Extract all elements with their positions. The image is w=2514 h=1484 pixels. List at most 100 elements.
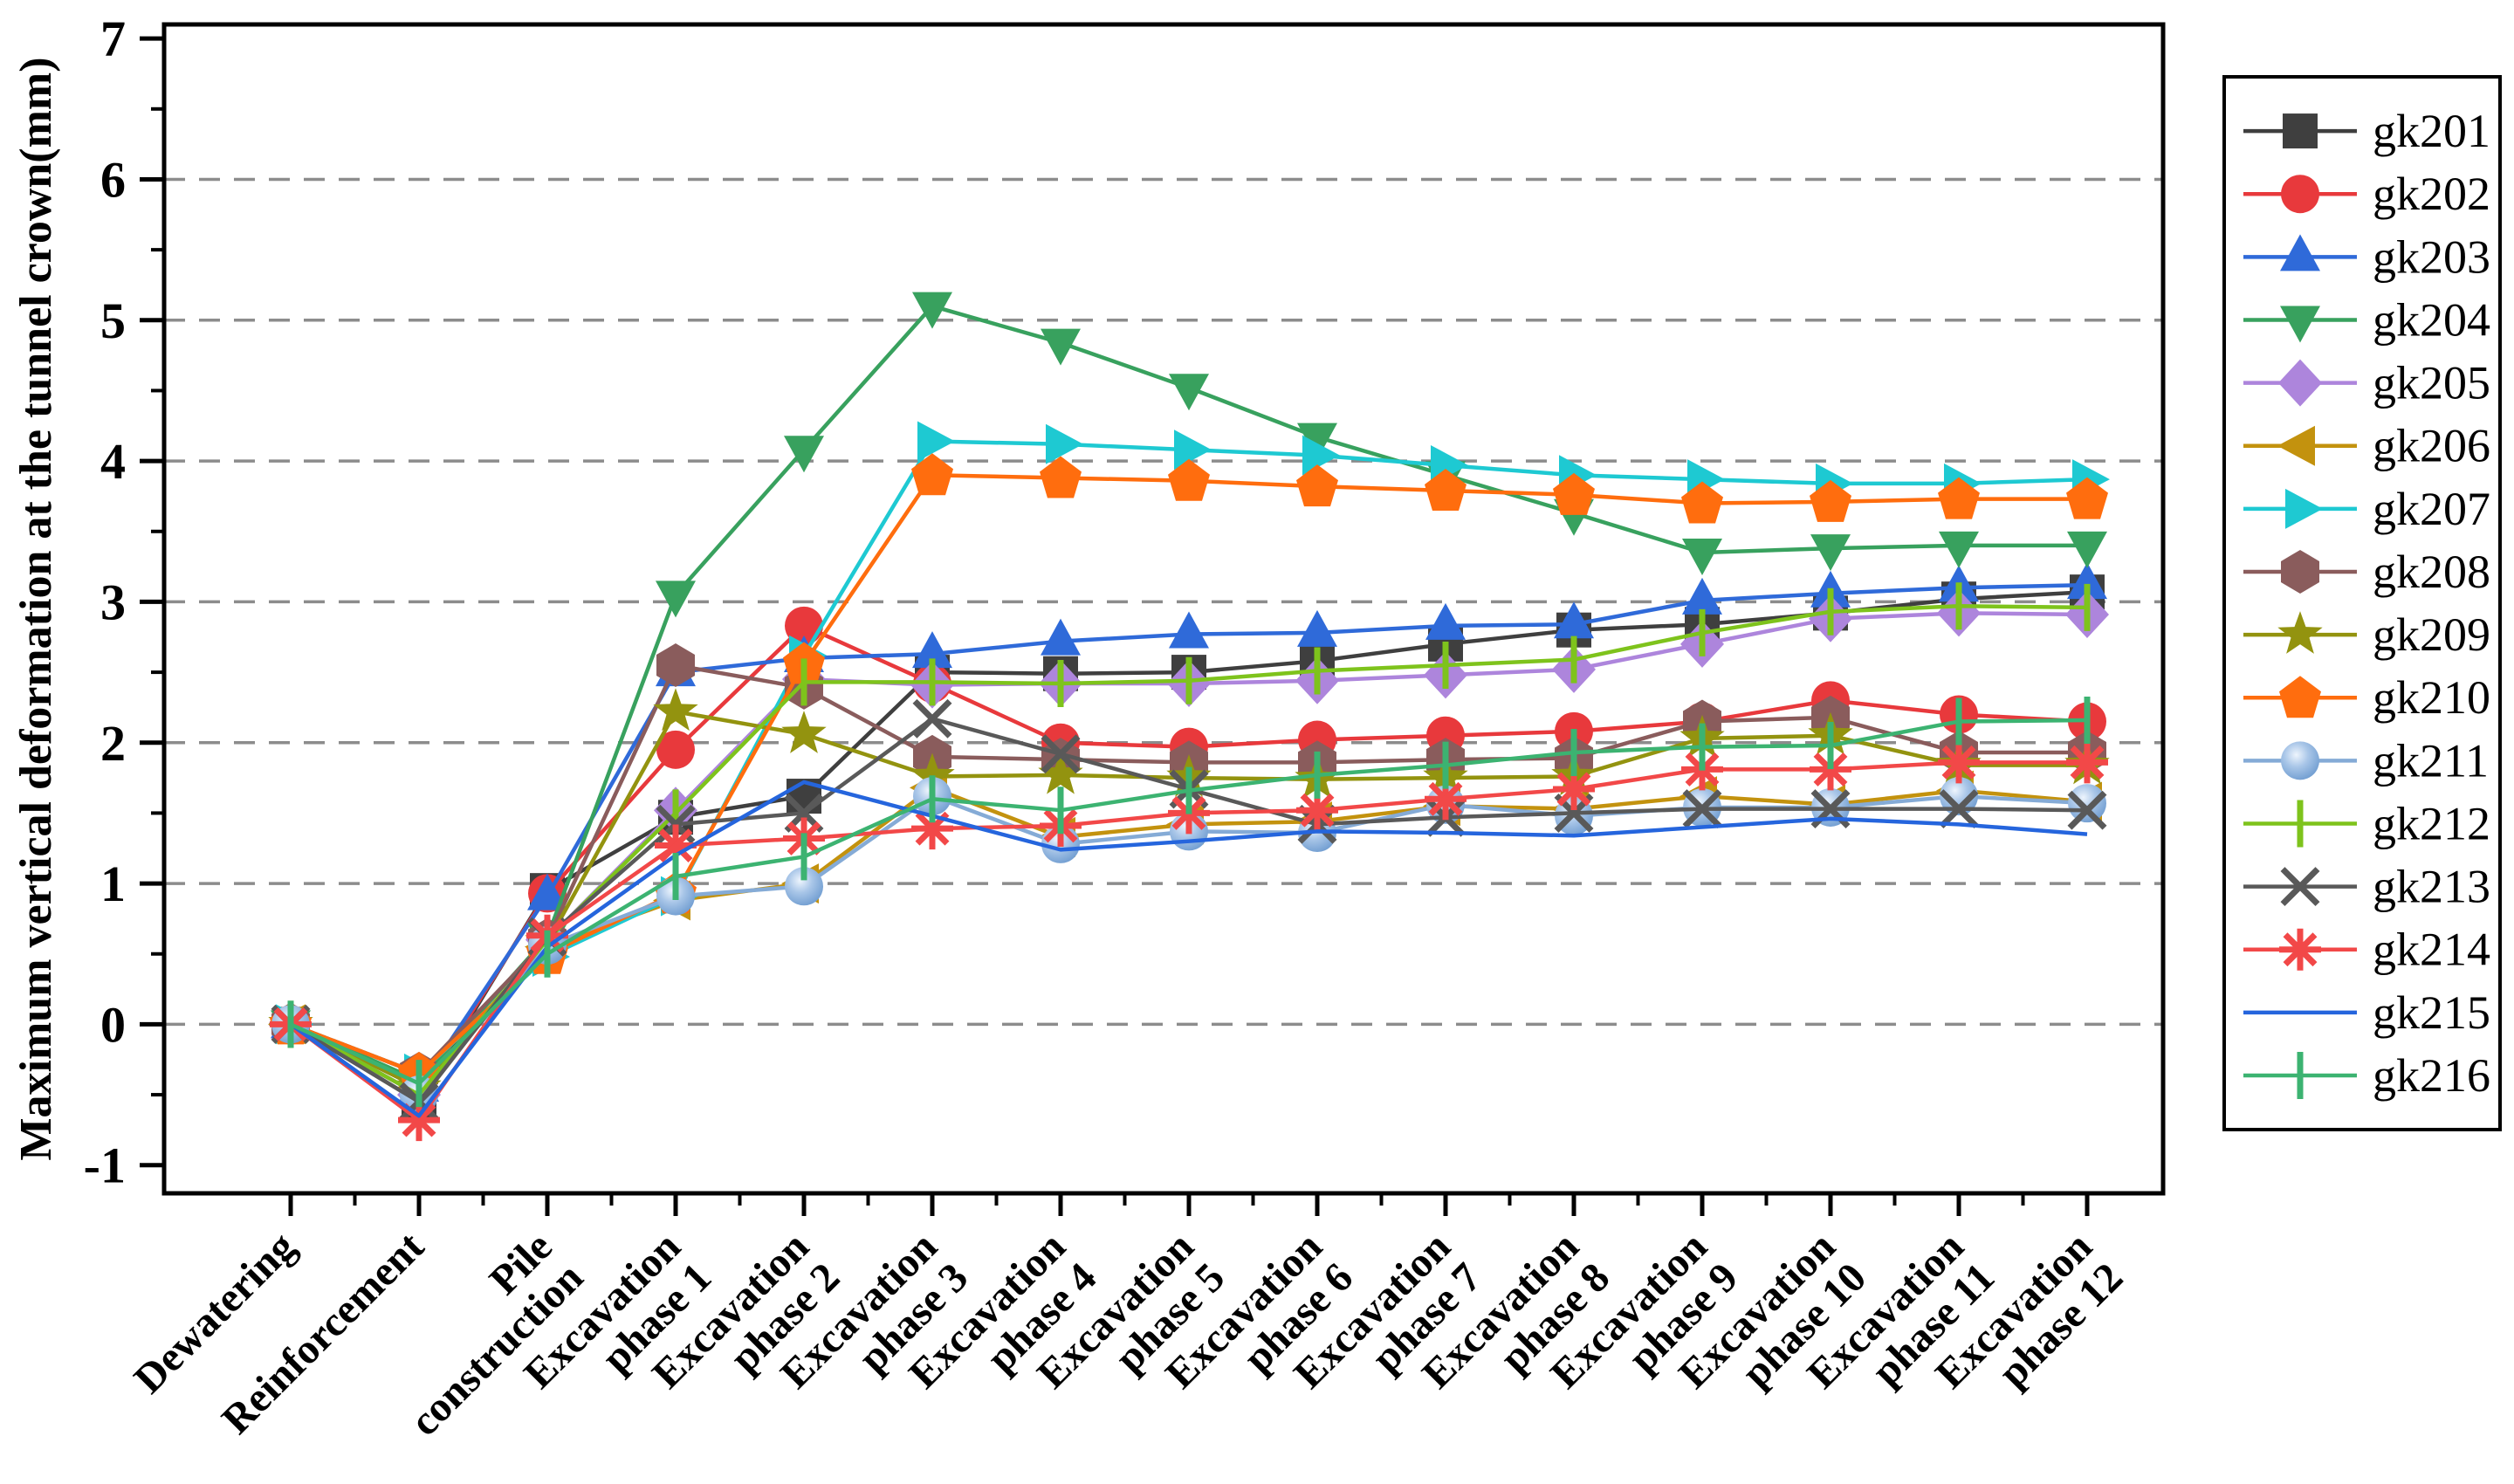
- series-gk203-marker-14: [2067, 562, 2107, 600]
- series-gk207-marker-6-shape: [1046, 423, 1083, 464]
- series-gk204-marker-13: [1939, 531, 1979, 568]
- legend-marker-gk203: [2280, 234, 2320, 271]
- legend-marker-gk213: [2280, 867, 2320, 907]
- series-gk203-marker-6: [1041, 618, 1081, 656]
- legend-marker-gk214-shape: [2283, 932, 2318, 967]
- series-gk210-marker-8: [1296, 464, 1338, 507]
- series-gk211-marker-14: [2068, 784, 2106, 823]
- legend-marker-gk204: [2280, 306, 2320, 343]
- legend-label-gk206: gk206: [2373, 420, 2490, 472]
- series-gk204-marker-8: [1297, 423, 1337, 460]
- series-gk204-marker-7-shape: [1169, 374, 1209, 411]
- series-gk214-marker-14: [2066, 741, 2108, 784]
- series-gk203-marker-10-shape: [1554, 601, 1594, 639]
- series-gk209-marker-5-shape: [910, 752, 955, 796]
- series-gk214-marker-9-shape: [1428, 781, 1463, 816]
- series-gk204-marker-8-shape: [1297, 423, 1337, 460]
- legend-marker-gk202: [2281, 175, 2319, 214]
- series-gk207-marker-7-shape: [1174, 429, 1212, 471]
- series-gk203-marker-14-shape: [2067, 562, 2107, 600]
- series-gk214-marker-13-shape: [1941, 745, 1976, 780]
- series-gk209-marker-6: [1038, 751, 1083, 794]
- series-gk204-marker-3-shape: [656, 581, 696, 618]
- y-tick-label: 7: [100, 10, 126, 67]
- series-gk207-marker-5: [917, 421, 955, 462]
- plot-frame: [161, 22, 2166, 1196]
- legend-marker-gk206-shape: [2277, 425, 2315, 466]
- legend-label-gk202: gk202: [2373, 168, 2490, 220]
- series-gk204-marker-12: [1810, 534, 1851, 572]
- series-gk202-marker-3-shape: [656, 730, 695, 769]
- series-gk203-marker-7: [1169, 611, 1209, 649]
- legend-label-gk201: gk201: [2373, 105, 2490, 157]
- series-gk214-marker-10-shape: [1556, 772, 1591, 807]
- series-gk210-marker-7-shape: [1168, 458, 1210, 501]
- series-gk211-marker-13: [1940, 777, 1978, 816]
- series-gk203-marker-8: [1297, 609, 1337, 647]
- series-gk204-marker-4-shape: [784, 436, 824, 473]
- series-gk209-marker-4-shape: [781, 711, 827, 753]
- series-gk210-marker-6: [1040, 456, 1082, 498]
- series-gk213-marker-13-shape: [1939, 789, 1979, 829]
- series-gk207-marker-7: [1174, 429, 1212, 471]
- series-gk204-marker-6: [1041, 328, 1081, 366]
- series-gk210-marker-10-shape: [1553, 472, 1595, 515]
- series-gk210-marker-9: [1425, 468, 1466, 511]
- legend-marker-gk202-shape: [2281, 175, 2319, 214]
- series-gk204-marker-13-shape: [1939, 531, 1979, 568]
- series-gk203-marker-8-shape: [1297, 609, 1337, 647]
- legend-marker-gk211-shape: [2281, 741, 2319, 780]
- series-gk202-marker-4-shape: [785, 606, 823, 645]
- series-gk203-marker-11: [1682, 577, 1722, 615]
- series-gk203-marker-2-shape: [527, 873, 567, 910]
- series-gk210-marker-11: [1681, 481, 1723, 524]
- legend-marker-gk205-shape: [2278, 359, 2322, 407]
- legend-label-gk213: gk213: [2373, 861, 2490, 913]
- legend-marker-gk203-shape: [2280, 234, 2320, 271]
- series-gk210-marker-5: [911, 453, 953, 496]
- legend-marker-gk214: [2279, 928, 2321, 971]
- series-gk204-marker-12-shape: [1810, 534, 1851, 572]
- series-gk213-marker-5-shape: [912, 698, 952, 739]
- legend-marker-gk205: [2278, 359, 2322, 407]
- series-gk213-marker-5: [912, 698, 952, 739]
- y-tick-label: 0: [100, 996, 126, 1053]
- series-gk204-marker-5: [912, 292, 952, 329]
- series-gk214-marker-12-shape: [1813, 752, 1848, 787]
- legend-marker-gk207: [2285, 488, 2323, 529]
- legend-label-gk204: gk204: [2373, 293, 2490, 346]
- legend-label-gk216: gk216: [2373, 1049, 2490, 1102]
- legend-marker-gk213-shape: [2280, 867, 2320, 907]
- y-tick-label: 1: [100, 855, 126, 912]
- series-gk213-marker-14: [2067, 790, 2107, 830]
- legend-label-gk211: gk211: [2373, 734, 2489, 787]
- legend-label-gk208: gk208: [2373, 546, 2490, 598]
- series-gk209-marker-4: [781, 711, 827, 753]
- series-gk210-marker-14: [2066, 477, 2108, 519]
- legend-label-gk203: gk203: [2373, 230, 2490, 283]
- legend-label-gk209: gk209: [2373, 608, 2490, 661]
- series-gk203-marker-7-shape: [1169, 611, 1209, 649]
- series-gk204-marker-5-shape: [912, 292, 952, 329]
- series-gk214-marker-1-shape: [402, 1103, 436, 1137]
- series-gk203-marker-5: [912, 631, 952, 669]
- series-gk209-marker-3: [653, 688, 698, 732]
- y-tick-label: 6: [100, 151, 126, 208]
- series-gk203-marker-2: [527, 873, 567, 910]
- series-gk204-marker-14-shape: [2067, 531, 2107, 568]
- legend-label-gk207: gk207: [2373, 483, 2490, 535]
- series-gk214-marker-9: [1425, 778, 1466, 821]
- series-gk210-marker-7: [1168, 458, 1210, 501]
- series-gk210-marker-13: [1938, 477, 1980, 519]
- legend-marker-gk201: [2283, 113, 2318, 149]
- legend-marker-gk211: [2281, 741, 2319, 780]
- series-gk204-marker-6-shape: [1041, 328, 1081, 366]
- legend-marker-gk201-shape: [2283, 113, 2318, 149]
- y-tick-label: 4: [100, 433, 126, 490]
- series-gk208-marker-3-shape: [656, 643, 695, 688]
- legend-marker-gk208: [2281, 549, 2319, 594]
- series-gk203-marker-9: [1425, 602, 1466, 640]
- series-gk204-marker-11-shape: [1682, 538, 1722, 575]
